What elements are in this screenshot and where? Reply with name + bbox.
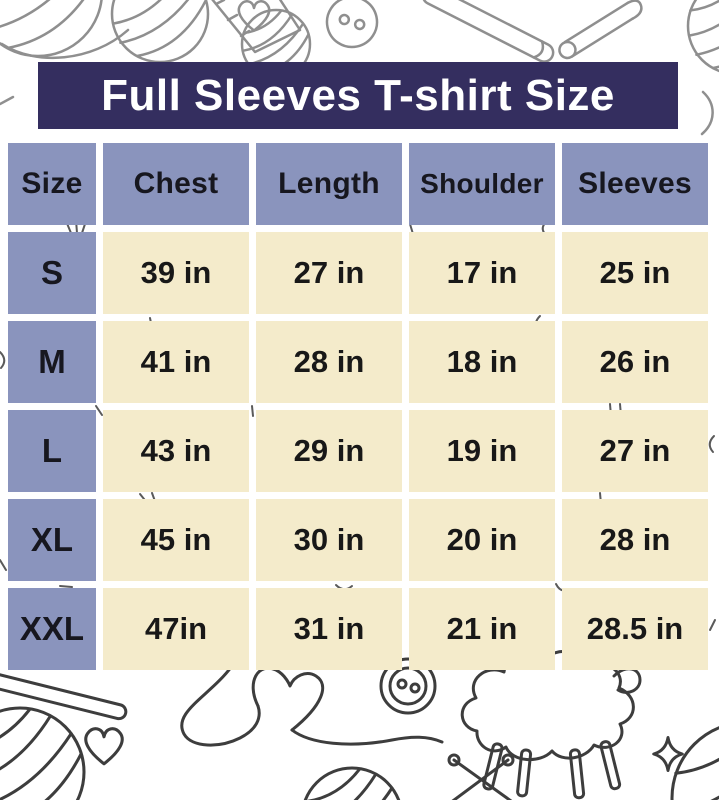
heart-icon	[84, 727, 124, 766]
yarn-thread-heart-icon	[180, 664, 444, 747]
cell-l-chest: 43 in	[103, 410, 249, 492]
cell-xxl-length: 31 in	[256, 588, 402, 670]
row-label-xxl: XXL	[8, 588, 96, 670]
cell-xl-shoulder: 20 in	[409, 499, 555, 581]
sheep-icon	[460, 650, 642, 800]
yarn-ball-icon	[686, 0, 719, 76]
size-table: Size Chest Length Shoulder Sleeves S 39 …	[8, 143, 708, 670]
cell-l-sleeves: 27 in	[562, 410, 708, 492]
safety-pin-icon	[558, 0, 643, 60]
cell-m-sleeves: 26 in	[562, 321, 708, 403]
column-header-size: Size	[8, 143, 96, 225]
cell-xl-chest: 45 in	[103, 499, 249, 581]
cell-s-chest: 39 in	[103, 232, 249, 314]
yarn-ball-icon	[300, 766, 404, 800]
knitting-needles-icon	[0, 667, 128, 721]
page-title: Full Sleeves T-shirt Size	[38, 62, 678, 129]
cell-xl-sleeves: 28 in	[562, 499, 708, 581]
cell-m-shoulder: 18 in	[409, 321, 555, 403]
row-label-xl: XL	[8, 499, 96, 581]
cell-xxl-sleeves: 28.5 in	[562, 588, 708, 670]
cell-s-length: 27 in	[256, 232, 402, 314]
cell-s-shoulder: 17 in	[409, 232, 555, 314]
cell-s-sleeves: 25 in	[562, 232, 708, 314]
cell-m-chest: 41 in	[103, 321, 249, 403]
button-icon	[325, 0, 379, 49]
cell-l-length: 29 in	[256, 410, 402, 492]
cell-m-length: 28 in	[256, 321, 402, 403]
row-label-m: M	[8, 321, 96, 403]
column-header-sleeves: Sleeves	[562, 143, 708, 225]
button-icon	[379, 657, 437, 715]
yarn-ball-icon	[670, 720, 719, 800]
cell-l-shoulder: 19 in	[409, 410, 555, 492]
column-header-shoulder: Shoulder	[409, 143, 555, 225]
page-title-text: Full Sleeves T-shirt Size	[101, 70, 615, 120]
yarn-ball-icon	[0, 706, 86, 800]
yarn-ball-icon	[0, 0, 104, 58]
crochet-hook-icon	[421, 0, 555, 63]
row-label-s: S	[8, 232, 96, 314]
cell-xl-length: 30 in	[256, 499, 402, 581]
column-header-chest: Chest	[103, 143, 249, 225]
knitting-needles-icon	[447, 753, 515, 800]
cell-xxl-chest: 47in	[103, 588, 249, 670]
cell-xxl-shoulder: 21 in	[409, 588, 555, 670]
row-label-l: L	[8, 410, 96, 492]
column-header-length: Length	[256, 143, 402, 225]
